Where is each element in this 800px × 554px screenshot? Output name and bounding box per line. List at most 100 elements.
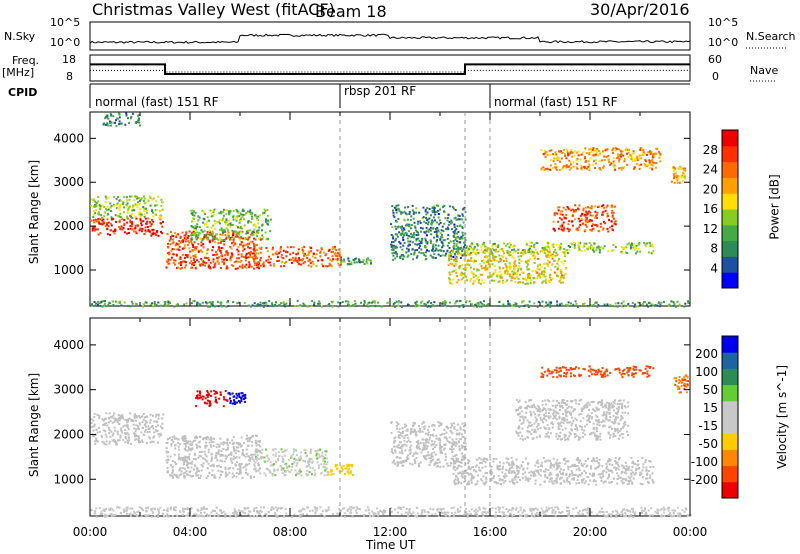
power-echo-cell (257, 229, 260, 232)
velocity-echo-cell (443, 429, 446, 431)
velocity-echo-cell (555, 479, 558, 482)
velocity-echo-cell (421, 430, 424, 433)
velocity-echo-cell (152, 427, 155, 430)
power-echo-cell (506, 300, 509, 303)
velocity-echo-cell (394, 462, 397, 465)
power-echo-cell (390, 248, 393, 251)
velocity-echo-cell (111, 416, 114, 419)
power-echo-cell (336, 257, 339, 260)
power-echo-cell (651, 244, 654, 247)
freq-label: Freq. (12, 54, 40, 67)
velocity-echo-cell (224, 475, 227, 478)
power-echo-cell (568, 165, 571, 168)
velocity-echo-cell (419, 431, 422, 434)
power-echo-cell (90, 204, 93, 207)
velocity-echo-cell (140, 431, 143, 434)
power-echo-cell (455, 228, 458, 231)
power-echo-cell (465, 254, 468, 257)
velocity-echo-region (327, 463, 355, 476)
velocity-echo-cell (318, 453, 321, 456)
power-echo-cell (493, 249, 496, 252)
power-echo-cell (633, 157, 636, 160)
power-echo-cell (567, 152, 569, 155)
power-echo-cell (225, 221, 228, 224)
power-echo-cell (220, 212, 223, 215)
power-echo-cell (337, 305, 340, 308)
velocity-echo-cell (232, 436, 235, 439)
velocity-echo-cell (444, 458, 447, 461)
power-echo-cell (499, 277, 502, 279)
velocity-echo-cell (225, 442, 228, 445)
velocity-echo-cell (256, 451, 258, 454)
velocity-echo-cell (204, 397, 207, 400)
power-echo-cell (201, 259, 203, 262)
power-echo-cell (141, 227, 144, 230)
velocity-echo-cell (162, 413, 165, 416)
power-echo-cell (648, 166, 651, 169)
power-echo-cell (656, 304, 659, 307)
power-echo-cell (98, 301, 101, 304)
power-echo-cell (397, 304, 400, 307)
velocity-echo-cell (134, 415, 137, 417)
power-echo-cell (193, 261, 196, 263)
power-echo-cell (265, 218, 267, 221)
velocity-echo-cell (342, 464, 345, 467)
power-echo-cell (170, 256, 173, 259)
power-echo-cell (470, 266, 472, 269)
power-echo-cell (449, 256, 452, 259)
velocity-echo-cell (222, 396, 225, 399)
power-echo-cell (245, 252, 248, 255)
velocity-echo-cell (145, 415, 148, 418)
velocity-echo-cell (253, 463, 256, 466)
power-echo-cell (236, 215, 239, 218)
power-echo-cell (558, 248, 561, 251)
velocity-echo-cell (177, 438, 180, 441)
power-echo-cell (446, 244, 449, 247)
power-echo-cell (578, 204, 581, 207)
velocity-echo-cell (101, 418, 104, 421)
power-echo-cell (203, 211, 206, 214)
velocity-echo-cell (127, 437, 130, 440)
power-echo-cell (513, 263, 516, 266)
power-echo-cell (451, 221, 454, 224)
velocity-echo-region (90, 412, 165, 446)
power-echo-cell (104, 201, 107, 204)
power-echo-cell (233, 237, 236, 240)
power-echo-cell (456, 281, 459, 284)
power-echo-cell (131, 206, 134, 209)
power-echo-cell (178, 245, 181, 248)
power-echo-cell (128, 198, 131, 201)
velocity-echo-cell (254, 457, 257, 460)
velocity-echo-cell (250, 453, 253, 456)
y-tick-label: 2000 (53, 219, 84, 233)
power-echo-cell (496, 259, 499, 262)
velocity-echo-cell (423, 425, 426, 428)
velocity-echo-cell (231, 392, 234, 395)
power-echo-cell (491, 279, 493, 282)
velocity-echo-cell (117, 422, 120, 425)
velocity-echo-cell (237, 468, 240, 471)
velocity-echo-cell (147, 428, 150, 431)
velocity-echo-cell (247, 455, 250, 458)
velocity-echo-cell (290, 465, 293, 468)
velocity-echo-cell (258, 464, 260, 467)
power-echo-cell (106, 305, 109, 308)
velocity-echo-cell (194, 436, 197, 439)
velocity-echo-cell (327, 473, 330, 476)
velocity-echo-cell (451, 441, 454, 444)
power-echo-cell (243, 248, 246, 251)
power-echo-cell (189, 262, 191, 265)
power-echo-cell (433, 253, 436, 256)
power-echo-cell (196, 301, 199, 304)
power-echo-cell (628, 148, 630, 151)
power-echo-cell (449, 240, 452, 243)
velocity-echo-cell (195, 474, 198, 477)
velocity-echo-cell (434, 453, 437, 456)
velocity-echo-cell (217, 449, 220, 452)
power-echo-cell (134, 230, 137, 233)
power-echo-cell (138, 117, 140, 120)
power-echo-cell (573, 246, 576, 249)
power-echo-cell (199, 303, 202, 306)
power-echo-cell (608, 304, 611, 307)
velocity-echo-cell (263, 472, 266, 475)
